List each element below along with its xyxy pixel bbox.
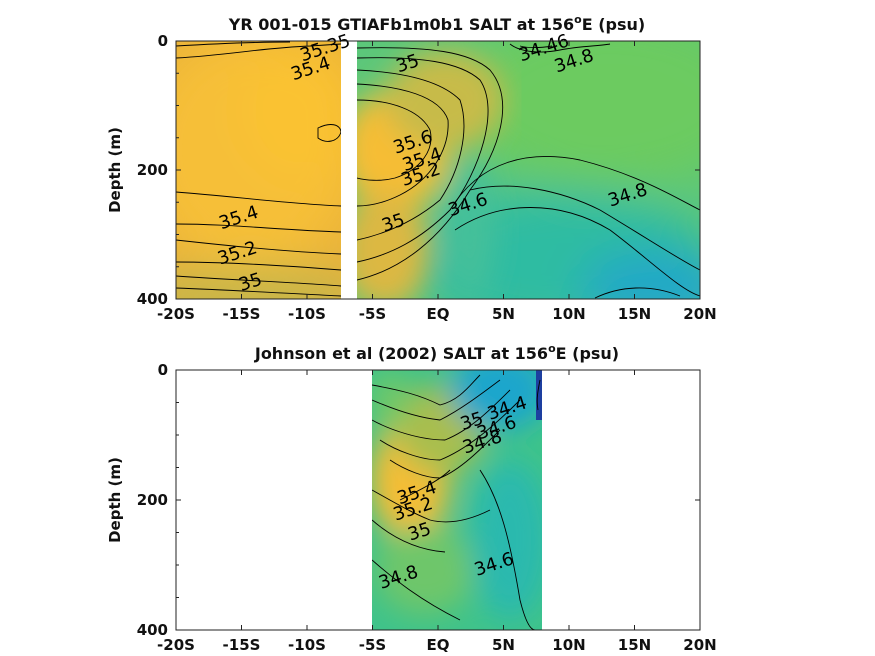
bottom-xtick-label: 15N [618,636,651,654]
bottom-ytick-label: 400 [137,621,168,639]
bottom-title-main: Johnson et al (2002) SALT at 156 [254,344,548,363]
bottom-ytick-label: 200 [137,491,168,509]
bottom-xtick-label: EQ [427,636,450,654]
top-data-gap [341,41,357,299]
bottom-xtick-label: 20N [683,636,716,654]
bottom-xtick-label: 10N [552,636,585,654]
bottom-panel: Johnson et al (2002) SALT at 156oE (psu) [106,342,717,654]
bottom-xtick-label: -10S [288,636,326,654]
top-xtick-label: 10N [552,305,585,323]
top-yaxis: 0 200 400 [137,32,700,308]
bottom-contours [372,374,541,630]
bottom-ytick-label: 0 [158,361,168,379]
top-title-tail: E (psu) [582,15,646,34]
bottom-yaxis: 0 200 400 [137,361,700,639]
top-ylabel: Depth (m) [106,127,124,213]
top-xtick-label: -10S [288,305,326,323]
bottom-xtick-label: -15S [223,636,261,654]
top-ytick-label: 0 [158,32,168,50]
top-ytick-label: 400 [137,290,168,308]
bottom-title-tail: E (psu) [556,344,620,363]
top-title-sup: o [574,13,582,26]
top-contours [176,41,700,299]
bottom-title: Johnson et al (2002) SALT at 156oE (psu) [254,342,619,363]
top-xtick-label: -5S [359,305,386,323]
bottom-ylabel: Depth (m) [106,457,124,543]
top-xtick-label: -15S [223,305,261,323]
bottom-title-sup: o [548,342,556,355]
top-ytick-label: 200 [137,161,168,179]
top-panel: YR 001-015 GTIAFb1m0b1 SALT at 156oE (ps… [106,13,717,323]
top-field-left [176,41,341,299]
bottom-xaxis: -20S -15S -10S -5S EQ 5N 10N 15N 20N [157,370,717,654]
top-xtick-label: EQ [427,305,450,323]
bottom-xtick-label: 5N [492,636,515,654]
top-xtick-label: -20S [157,305,195,323]
top-title: YR 001-015 GTIAFb1m0b1 SALT at 156oE (ps… [228,13,645,34]
bottom-field [372,370,542,630]
top-xtick-label: 5N [492,305,515,323]
top-xtick-label: 20N [683,305,716,323]
top-title-main: YR 001-015 GTIAFb1m0b1 SALT at 156 [228,15,574,34]
bottom-xtick-label: -20S [157,636,195,654]
top-xtick-label: 15N [618,305,651,323]
top-xaxis: -20S -15S -10S -5S EQ 5N 10N 15N 20N [157,41,717,323]
bottom-xtick-label: -5S [359,636,386,654]
